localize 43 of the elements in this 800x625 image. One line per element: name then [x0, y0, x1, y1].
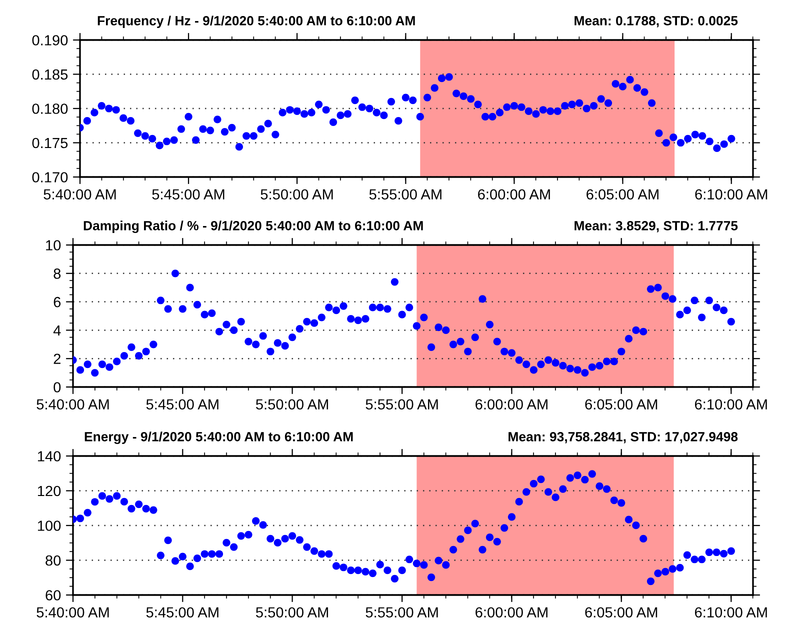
y-tick-label: 0.190 — [32, 35, 68, 46]
x-tick-label: 5:45:00 AM — [152, 189, 224, 200]
x-tick-label: 5:55:00 AM — [366, 399, 438, 410]
x-tick-label: 5:55:00 AM — [366, 607, 438, 618]
chart-title: Energy - 9/1/2020 5:40:00 AM to 6:10:00 AM — [84, 432, 353, 444]
y-tick-label: 80 — [46, 555, 61, 566]
x-tick-label: 5:40:00 AM — [36, 399, 109, 410]
x-tick-label: 5:50:00 AM — [256, 607, 328, 618]
x-tick-label: 5:40:00 AM — [36, 607, 109, 618]
chart-subtitle: Mean: 93,758.2841, STD: 17,027.9498 — [508, 432, 738, 444]
x-tick-label: 6:00:00 AM — [476, 607, 548, 618]
y-tick-label: 10 — [46, 240, 61, 250]
x-tick-label: 6:10:00 AM — [695, 399, 767, 410]
y-tick-label: 4 — [53, 325, 61, 336]
x-tick-label: 6:00:00 AM — [478, 189, 550, 200]
x-tick-label: 6:00:00 AM — [476, 399, 548, 410]
y-tick-label: 0.175 — [32, 138, 68, 148]
x-tick-label: 6:05:00 AM — [586, 189, 658, 200]
y-tick-label: 6 — [54, 296, 61, 308]
chart-subtitle: Mean: 3.8529, STD: 1.7775 — [574, 221, 738, 232]
y-tick-label: 120 — [38, 486, 61, 496]
x-tick-label: 5:45:00 AM — [146, 399, 218, 410]
y-tick-label: 2 — [54, 354, 60, 364]
x-tick-label: 5:50:00 AM — [260, 189, 333, 200]
x-tick-label: 6:10:00 AM — [695, 607, 767, 618]
y-tick-label: 0.180 — [32, 104, 68, 114]
x-tick-label: 6:05:00 AM — [585, 399, 658, 410]
x-tick-label: 5:40:00 AM — [44, 189, 116, 200]
y-tick-label: 100 — [38, 520, 61, 531]
y-tick-label: 0.185 — [32, 69, 68, 80]
x-tick-label: 6:10:00 AM — [695, 189, 768, 200]
chart-subtitle: Mean: 0.1788, STD: 0.0025 — [574, 16, 738, 28]
y-tick-label: 0.170 — [32, 172, 68, 182]
y-tick-label: 8 — [54, 268, 61, 279]
x-tick-label: 5:55:00 AM — [369, 189, 442, 200]
y-tick-label: 0 — [54, 382, 61, 392]
chart-title: Frequency / Hz - 9/1/2020 5:40:00 AM to 6:10:00 AM — [98, 16, 415, 28]
x-tick-label: 6:05:00 AM — [585, 607, 658, 618]
x-tick-label: 5:45:00 AM — [146, 607, 218, 618]
y-tick-label: 140 — [38, 451, 61, 462]
chart-title: Damping Ratio / % - 9/1/2020 5:40:00 AM to 6:10:00 AM — [84, 220, 423, 233]
x-tick-label: 5:50:00 AM — [256, 399, 328, 410]
y-tick-label: 60 — [46, 590, 61, 600]
